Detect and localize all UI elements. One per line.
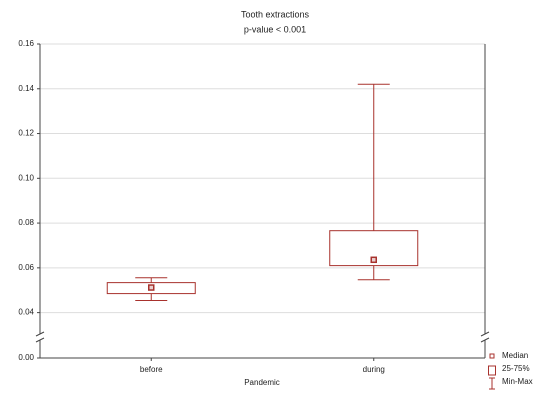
box [329, 230, 419, 267]
median [148, 284, 155, 291]
y-tick-label: 0.12 [18, 129, 34, 138]
y-tick-label: 0.14 [18, 84, 34, 93]
y-tick-label: 0.00 [18, 353, 34, 362]
y-tick-label: 0.08 [18, 218, 34, 227]
y-tick-label: 0.06 [18, 263, 34, 272]
y-tick-label: 0.04 [18, 308, 34, 317]
axis-break [35, 331, 45, 343]
legend-box-icon [488, 365, 496, 376]
legend-whisker-icon [489, 377, 495, 390]
legend-label: 25-75% [502, 364, 530, 373]
axis-break [480, 331, 490, 343]
legend-label: Median [502, 351, 528, 360]
legend-median-icon [489, 353, 495, 359]
legend-label: Min-Max [502, 377, 533, 386]
y-tick-label: 0.10 [18, 173, 34, 182]
chart-subtitle: p-value < 0.001 [244, 24, 306, 34]
x-tick-label: before [140, 365, 163, 374]
median [370, 256, 377, 264]
x-tick-label: during [363, 365, 385, 374]
chart-title: Tooth extractions [241, 9, 310, 19]
box [106, 282, 196, 295]
x-axis-label: Pandemic [244, 378, 280, 387]
y-tick-label: 0.16 [18, 39, 34, 48]
